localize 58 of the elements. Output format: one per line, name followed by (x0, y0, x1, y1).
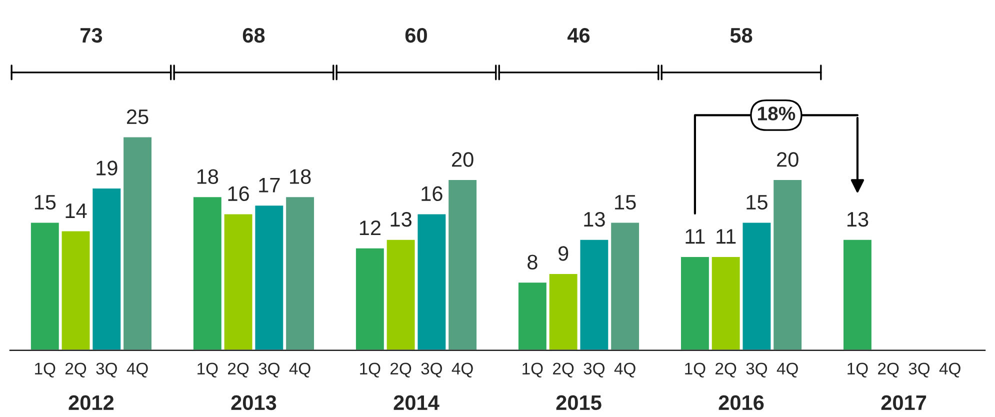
text: 3Q (421, 362, 442, 378)
data-label: 9 (558, 246, 568, 261)
x-tick-label: 2012 (68, 395, 114, 410)
data-label: 11 (716, 229, 736, 244)
data-label: 16 (422, 186, 442, 202)
text: 68 (242, 28, 265, 43)
text: 2Q (878, 362, 899, 378)
data-label: 8 (528, 254, 538, 270)
data-label: 15 (746, 195, 768, 210)
text: 1Q (848, 362, 868, 378)
text: 46 (567, 28, 590, 43)
text: 4Q (614, 362, 636, 378)
text: 60 (405, 28, 427, 43)
data-label: 13 (847, 212, 868, 227)
data-label: 18 (197, 169, 218, 184)
x-tick-label: 2017 (881, 395, 926, 410)
text: 4Q (939, 362, 960, 378)
text: 1Q (685, 362, 706, 378)
text: 1Q (198, 362, 218, 378)
text: 1Q (522, 362, 543, 378)
data-label: 20 (777, 152, 798, 167)
series-label: 1Q (35, 362, 56, 378)
text: 4Q (776, 362, 798, 378)
series-label: 3Q (96, 362, 117, 378)
data-label: 20 (452, 152, 474, 167)
x-tick-label: 2015 (556, 395, 602, 410)
text: 4Q (452, 362, 473, 378)
data-label: 14 (66, 204, 87, 218)
series-label: 4Q (126, 362, 148, 378)
text: 3Q (746, 362, 768, 378)
text: 73 (80, 28, 102, 43)
data-label: 25 (126, 109, 148, 124)
bar (842, 238, 873, 350)
data-label: 11 (686, 229, 705, 244)
x-tick-label: 2014 (394, 395, 440, 410)
text: 2Q (390, 362, 412, 378)
data-label: 18 (290, 169, 311, 184)
text: 4Q (289, 362, 310, 378)
data-label: 15 (615, 195, 636, 210)
series-label: 2Q (65, 362, 86, 378)
text: 2Q (716, 362, 736, 378)
text: 1Q (360, 362, 380, 378)
text: 3Q (258, 362, 280, 378)
text: 2Q (553, 362, 574, 378)
text: 3Q (908, 362, 930, 378)
data-label: 12 (360, 220, 380, 236)
x-tick-label: 2013 (231, 395, 276, 410)
text: 3Q (584, 362, 605, 378)
data-label: 13 (584, 212, 605, 227)
data-label: 19 (96, 160, 118, 176)
data-label: 17 (259, 178, 280, 192)
text: 58 (730, 28, 752, 43)
data-label: 16 (228, 186, 249, 202)
x-tick-label: 2016 (718, 395, 764, 410)
text: 18% (758, 106, 796, 120)
data-label: 13 (390, 212, 412, 227)
data-label: 15 (34, 195, 56, 210)
text: 2Q (228, 362, 249, 378)
